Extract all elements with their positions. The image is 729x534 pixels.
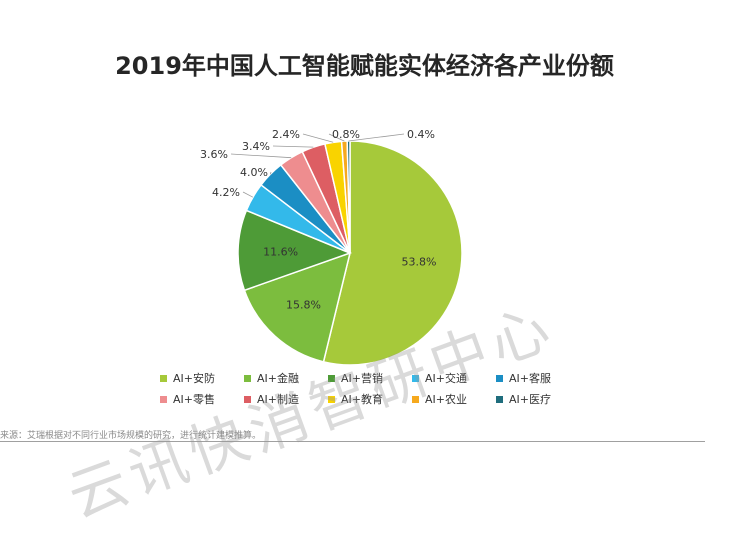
leader-line <box>230 153 292 159</box>
legend-swatch <box>160 395 167 403</box>
legend-label: AI+客服 <box>509 372 551 385</box>
leader-line <box>348 133 405 142</box>
legend-swatch <box>244 395 251 403</box>
pie-slice <box>243 251 352 363</box>
chart-title: 2019年中国人工智能赋能实体经济各产业份额 <box>115 52 614 80</box>
legend-swatch <box>328 374 335 382</box>
legend-item: AI+金融 <box>244 370 328 386</box>
slice-label: 15.8% <box>286 299 321 312</box>
legend-swatch <box>244 374 251 382</box>
legend-item: AI+营销 <box>328 370 412 386</box>
legend-swatch <box>496 395 503 403</box>
legend-item: AI+交通 <box>412 370 496 386</box>
slice-label: 3.4% <box>242 140 270 153</box>
legend-swatch <box>160 374 167 382</box>
legend-swatch <box>412 374 419 382</box>
legend-swatch <box>496 374 503 382</box>
pie-chart: 53.8% 15.8% 11.6% 4.2%4.0% 3.6% 3.4%2.4% 0.8% 0… <box>200 128 463 366</box>
leader-line <box>269 171 272 175</box>
legend-item: AI+教育 <box>328 391 412 407</box>
legend-label: AI+医疗 <box>509 393 551 406</box>
legend-label: AI+金融 <box>257 372 299 385</box>
pie-slice <box>322 140 463 366</box>
legend-item: AI+制造 <box>244 391 328 407</box>
legend-item: AI+零售 <box>160 391 244 407</box>
legend-label: AI+交通 <box>425 372 467 385</box>
slice-labels: 53.8% 15.8% 11.6% 4.2%4.0% 3.6% 3.4%2.4% 0.8% 0… <box>200 128 436 312</box>
source-note: 来源：艾瑞根据对不同行业市场规模的研究，进行统计建模推算。 <box>0 431 262 441</box>
pie-slice <box>237 209 353 292</box>
legend-label: AI+零售 <box>173 393 215 406</box>
slice-label: 4.0% <box>240 166 268 179</box>
slice-label: 53.8% <box>401 255 436 268</box>
leader-line <box>302 133 334 143</box>
legend-item: AI+医疗 <box>496 391 580 407</box>
slice-label: 11.6% <box>263 245 298 258</box>
slice-label: 2.4% <box>272 128 300 141</box>
legend-label: AI+农业 <box>425 393 467 406</box>
legend-label: AI+教育 <box>341 393 383 406</box>
chart-legend: AI+安防 AI+金融 AI+营销 AI+交通 AI+客服 AI+零售 AI+制造 AI+教育… <box>160 370 580 407</box>
divider-line <box>0 441 705 442</box>
legend-swatch <box>412 395 419 403</box>
legend-label: AI+安防 <box>173 372 215 385</box>
legend-label: AI+营销 <box>341 372 383 385</box>
leader-line <box>272 145 314 148</box>
legend-item: AI+客服 <box>496 370 580 386</box>
leader-lines <box>230 133 405 198</box>
leader-line <box>242 191 254 198</box>
slice-label: 3.6% <box>200 148 228 161</box>
slice-label: 0.4% <box>407 128 435 141</box>
slice-label: 4.2% <box>212 186 240 199</box>
slice-label: 0.8% <box>332 128 360 141</box>
legend-item: AI+安防 <box>160 370 244 386</box>
legend-item: AI+农业 <box>412 391 496 407</box>
legend-swatch <box>328 395 335 403</box>
leader-line <box>328 133 345 142</box>
legend-label: AI+制造 <box>257 393 299 406</box>
pie-slices <box>237 140 463 366</box>
